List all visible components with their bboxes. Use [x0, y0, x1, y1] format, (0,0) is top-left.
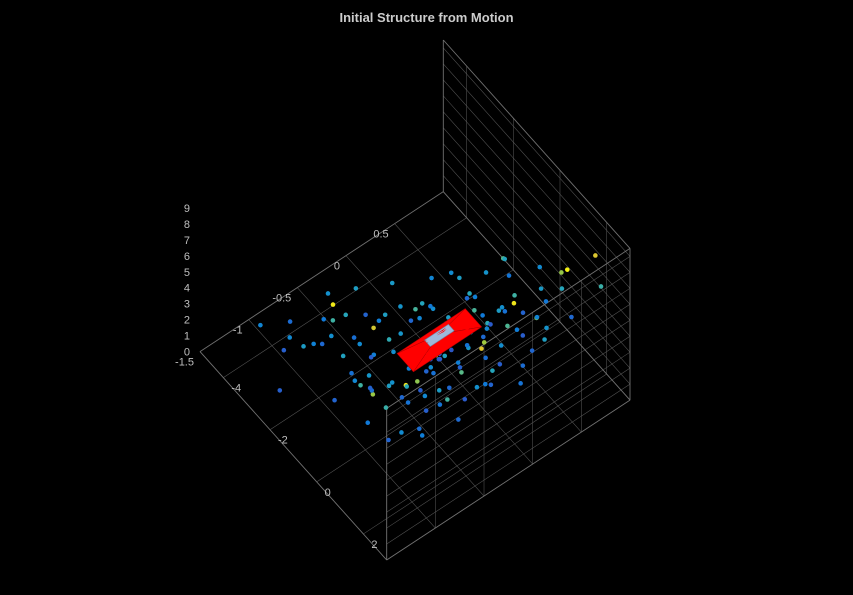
svg-text:7: 7 [184, 235, 190, 247]
svg-text:-0.5: -0.5 [272, 293, 291, 305]
svg-text:-2: -2 [278, 435, 288, 447]
svg-text:4: 4 [184, 283, 190, 295]
svg-text:0.5: 0.5 [373, 229, 388, 241]
svg-text:6: 6 [184, 251, 190, 263]
svg-text:3: 3 [184, 299, 190, 311]
svg-text:-4: -4 [231, 383, 241, 395]
svg-text:5: 5 [184, 267, 190, 279]
scatter3d-plot: 0123456789-1.5-1-0.500.5-4-202 [0, 0, 853, 595]
svg-text:-1.5: -1.5 [175, 357, 194, 369]
chart-title: Initial Structure from Motion [0, 10, 853, 25]
svg-text:1: 1 [184, 331, 190, 343]
svg-text:-1: -1 [233, 325, 243, 337]
svg-text:9: 9 [184, 203, 190, 215]
svg-text:2: 2 [371, 539, 377, 551]
svg-text:0: 0 [325, 487, 331, 499]
svg-text:8: 8 [184, 219, 190, 231]
svg-text:2: 2 [184, 315, 190, 327]
svg-text:0: 0 [334, 261, 340, 273]
